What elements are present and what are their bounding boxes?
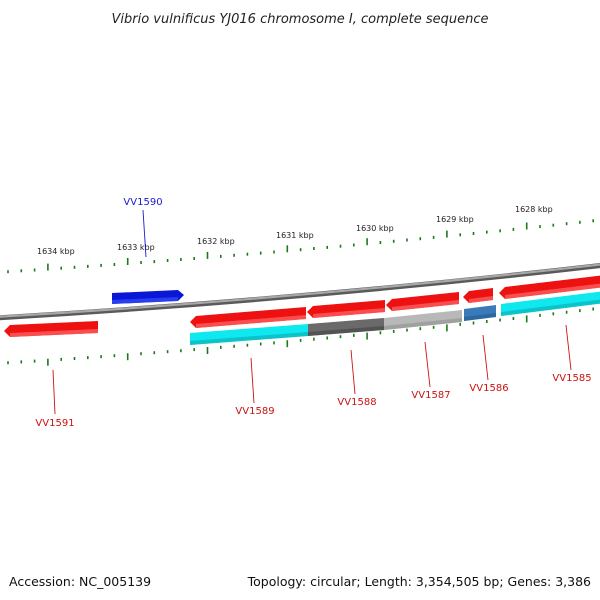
label-vv1587: VV1587 xyxy=(411,390,450,401)
ruler-label-1629: 1629 kbp xyxy=(436,215,474,224)
leader-vv1587 xyxy=(424,341,431,388)
leader-vv1586 xyxy=(482,334,489,381)
leader-vv1591 xyxy=(52,369,56,415)
ruler-label-1633: 1633 kbp xyxy=(117,243,155,252)
cds-vv1586-shade xyxy=(464,313,496,321)
ruler-label-1634: 1634 kbp xyxy=(37,247,75,256)
gene-vv1591-highlight xyxy=(10,329,98,337)
leader-vv1590 xyxy=(142,209,147,258)
cds-vv1589-shade xyxy=(190,332,308,345)
cds-vv1588-shade xyxy=(308,326,384,336)
gene-vv1588-highlight xyxy=(313,308,385,318)
topology-summary: Topology: circular; Length: 3,354,505 bp… xyxy=(247,574,591,589)
cds-vv1585-shade xyxy=(501,299,600,316)
label-vv1588: VV1588 xyxy=(337,397,376,408)
gene-vv1590-highlight xyxy=(112,297,178,304)
label-vv1590: VV1590 xyxy=(123,197,162,208)
map-title: Vibrio vulnificus YJ016 chromosome I, co… xyxy=(111,12,488,27)
lower-tick-track xyxy=(7,307,595,366)
ruler-label-1631: 1631 kbp xyxy=(276,231,314,240)
gene-vv1585-highlight xyxy=(505,283,600,299)
cds-vv1587-shade xyxy=(384,318,462,330)
ruler-label-1628: 1628 kbp xyxy=(515,205,553,214)
gene-vv1589-highlight xyxy=(196,315,306,328)
label-vv1585: VV1585 xyxy=(552,373,591,384)
leader-vv1588 xyxy=(350,349,356,395)
ruler-label-1630: 1630 kbp xyxy=(356,224,394,233)
label-vv1589: VV1589 xyxy=(235,406,274,417)
leader-vv1585 xyxy=(565,324,572,371)
label-vv1591: VV1591 xyxy=(35,418,74,429)
upper-tick-track xyxy=(7,219,595,274)
accession-text: Accession: NC_005139 xyxy=(9,574,151,589)
gene-vv1586-highlight xyxy=(469,296,493,303)
backbone xyxy=(0,263,600,318)
ruler-label-1632: 1632 kbp xyxy=(197,237,235,246)
leader-vv1589 xyxy=(250,357,255,404)
label-vv1586: VV1586 xyxy=(469,383,508,394)
gene-vv1587-highlight xyxy=(392,300,459,311)
